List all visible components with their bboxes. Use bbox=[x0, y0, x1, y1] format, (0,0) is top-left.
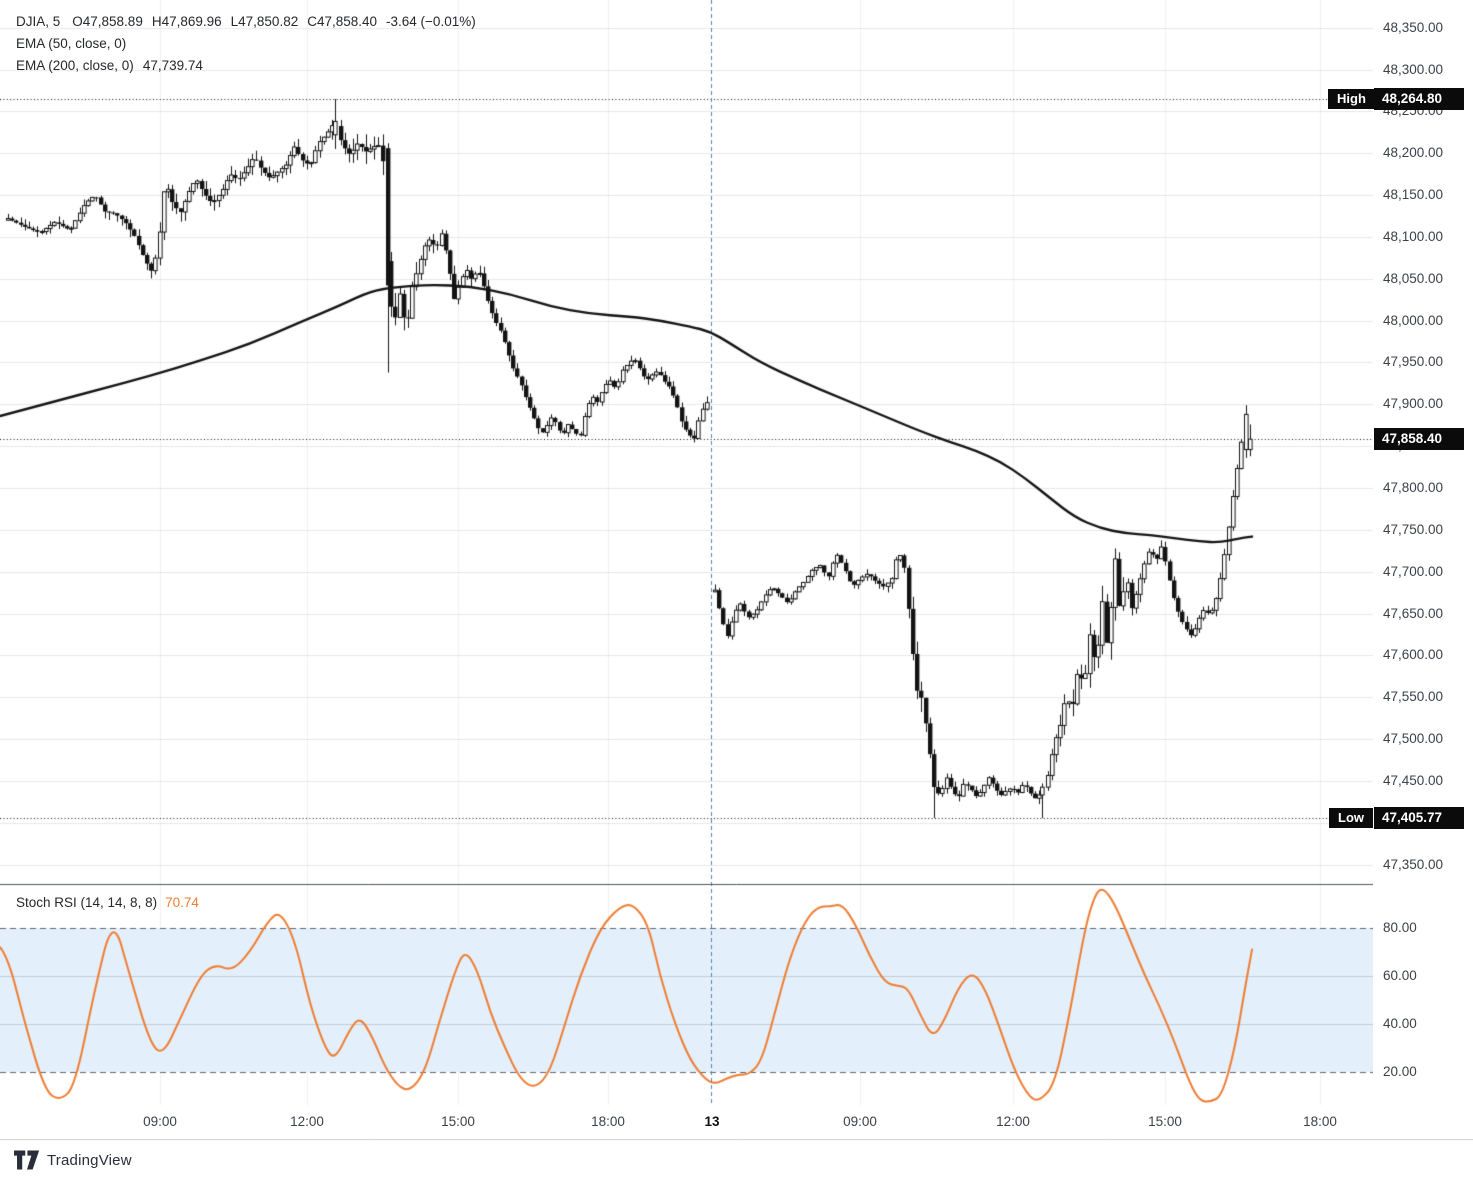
stoch-tick-label: 80.00 bbox=[1383, 920, 1417, 935]
price-tick-label: 47,600.00 bbox=[1383, 647, 1444, 663]
price-tick-label: 47,350.00 bbox=[1383, 856, 1444, 872]
ema50-label: EMA (50, close, 0) bbox=[16, 36, 127, 51]
stoch-tick-label: 60.00 bbox=[1383, 968, 1417, 983]
price-tick-label: 47,800.00 bbox=[1383, 480, 1444, 496]
low-price-label: 47,405.77 bbox=[1374, 807, 1464, 829]
price-axis[interactable]: 48,350.00 48,300.00 48,250.00 48,200.00 48,1… bbox=[1373, 0, 1473, 1139]
price-tick-label: 48,300.00 bbox=[1383, 61, 1444, 77]
time-tick-label: 12:00 bbox=[996, 1114, 1030, 1129]
stoch-rsi-title: Stoch RSI (14, 14, 8, 8) bbox=[16, 895, 158, 910]
stoch-tick-label: 20.00 bbox=[1383, 1064, 1417, 1079]
stoch-tick-label: 40.00 bbox=[1383, 1016, 1417, 1031]
price-tick-label: 48,000.00 bbox=[1383, 312, 1444, 328]
time-tick-label: 15:00 bbox=[441, 1114, 475, 1129]
high-price-label: 48,264.80 bbox=[1374, 88, 1464, 110]
time-tick-label: 18:00 bbox=[1303, 1114, 1337, 1129]
ohlc-close: C47,858.40 bbox=[307, 14, 378, 29]
tradingview-logo-text: TradingView bbox=[47, 1151, 132, 1169]
price-tick-label: 47,700.00 bbox=[1383, 563, 1444, 579]
time-axis[interactable]: 09:00 12:00 15:00 18:00 13 09:00 12:00 15:00 18:… bbox=[0, 1105, 1473, 1139]
tradingview-logo[interactable]: TradingView bbox=[14, 1150, 132, 1170]
time-tick-label: 15:00 bbox=[1148, 1114, 1182, 1129]
legend-ohlc-row: DJIA, 5 O47,858.89 H47,869.96 L47,850.82 C47… bbox=[16, 13, 485, 35]
price-tick-label: 48,150.00 bbox=[1383, 187, 1444, 203]
time-tick-label: 12:00 bbox=[290, 1114, 324, 1129]
time-tick-label: 09:00 bbox=[843, 1114, 877, 1129]
price-tick-label: 47,550.00 bbox=[1383, 689, 1444, 705]
ema200-value: 47,739.74 bbox=[142, 58, 203, 73]
price-tick-label: 47,750.00 bbox=[1383, 521, 1444, 537]
ema200-label: EMA (200, close, 0) bbox=[16, 58, 134, 73]
price-tick-label: 47,900.00 bbox=[1383, 396, 1444, 412]
price-tick-label: 48,350.00 bbox=[1383, 19, 1444, 35]
time-tick-label: 09:00 bbox=[143, 1114, 177, 1129]
price-tick-label: 47,500.00 bbox=[1383, 731, 1444, 747]
price-tick-label: 48,050.00 bbox=[1383, 270, 1444, 286]
tradingview-logo-icon bbox=[14, 1150, 40, 1170]
ohlc-high: H47,869.96 bbox=[151, 14, 222, 29]
ema200-legend-row[interactable]: EMA (200, close, 0) 47,739.74 bbox=[16, 57, 485, 79]
time-tick-label: 13 bbox=[704, 1114, 720, 1129]
last-price-label: 47,858.40 bbox=[1374, 428, 1464, 451]
high-flag: High bbox=[1328, 89, 1375, 109]
price-tick-label: 48,100.00 bbox=[1383, 228, 1444, 244]
ohlc-low: L47,850.82 bbox=[230, 14, 299, 29]
ohlc-change: -3.64 (−0.01%) bbox=[386, 14, 476, 29]
symbol-legend[interactable]: DJIA, 5 O47,858.89 H47,869.96 L47,850.82 C47… bbox=[16, 13, 485, 79]
stoch-rsi-value: 70.74 bbox=[165, 895, 199, 910]
stoch-rsi-legend[interactable]: Stoch RSI (14, 14, 8, 8) 70.74 bbox=[16, 895, 199, 910]
price-tick-label: 48,200.00 bbox=[1383, 145, 1444, 161]
price-tick-label: 47,950.00 bbox=[1383, 354, 1444, 370]
price-tick-label: 47,650.00 bbox=[1383, 605, 1444, 621]
symbol-name[interactable]: DJIA, 5 bbox=[16, 14, 61, 29]
ohlc-open: O47,858.89 bbox=[72, 14, 143, 29]
ema50-legend-row[interactable]: EMA (50, close, 0) bbox=[16, 35, 485, 57]
price-tick-label: 47,450.00 bbox=[1383, 772, 1444, 788]
time-tick-label: 18:00 bbox=[591, 1114, 625, 1129]
low-flag: Low bbox=[1329, 808, 1373, 828]
